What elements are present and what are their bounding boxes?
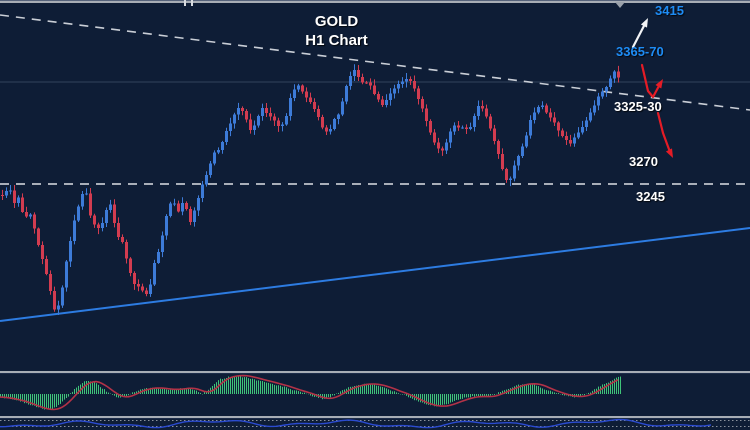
white-up-arrow-to-3415: [631, 18, 648, 49]
chart-shift-marker-icon: [615, 2, 625, 8]
candles: [1, 64, 620, 315]
top-edge-tick: [184, 0, 186, 6]
red-breakdown-arrow-to-3270: [656, 111, 673, 158]
oscillator-strip: [0, 418, 750, 429]
pane-separators: [0, 371, 750, 419]
red-pullback-bounce-arrow: [640, 63, 663, 99]
top-edge-tick: [191, 0, 193, 6]
oscillator-signal-wave: [0, 418, 712, 429]
ascending-support[interactable]: [0, 227, 750, 322]
descending-resistance[interactable]: [0, 14, 750, 111]
macd-signal-line: [0, 374, 619, 411]
top-strip: [0, 0, 750, 8]
